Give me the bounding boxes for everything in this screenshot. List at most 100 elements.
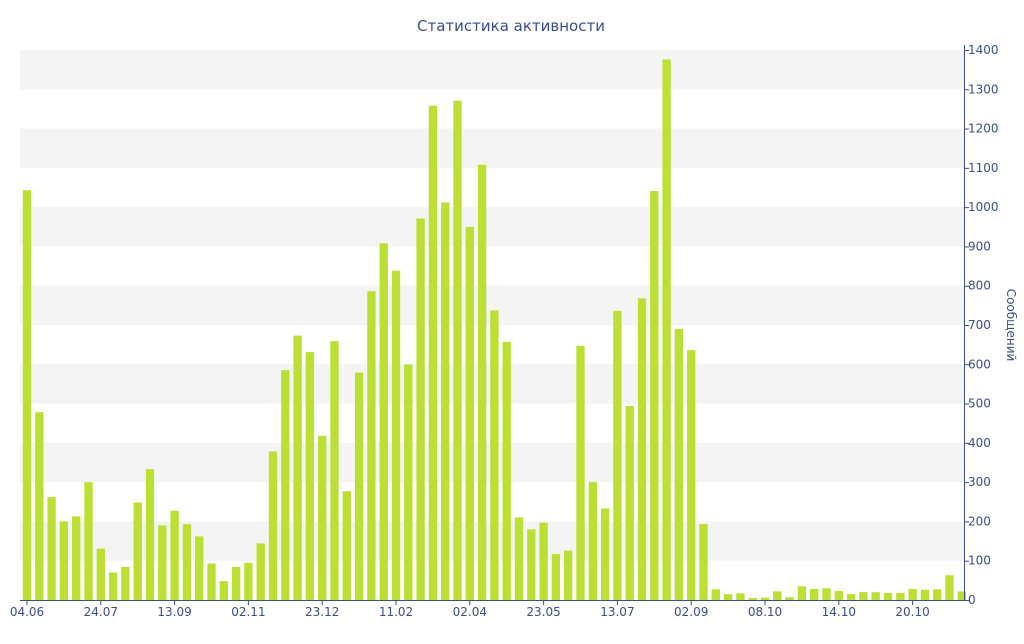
x-tick-label: 23.12 (305, 605, 339, 619)
y-tick-label: 100 (968, 554, 991, 568)
bar (650, 191, 659, 601)
y-tick-label: 800 (968, 279, 991, 293)
bar (293, 335, 302, 600)
bar (625, 405, 634, 600)
bar (195, 536, 204, 600)
grid-band (20, 207, 964, 247)
x-tick-label: 02.11 (231, 605, 265, 619)
bar (662, 59, 671, 600)
bar (502, 341, 511, 600)
bar (748, 598, 757, 600)
bar (588, 482, 597, 600)
bar (785, 597, 794, 600)
bar (379, 243, 388, 601)
bar (268, 451, 278, 600)
x-tick-label: 11.02 (379, 605, 413, 619)
y-tick-label: 1300 (968, 82, 999, 96)
bar (846, 594, 856, 600)
bar (490, 310, 499, 600)
bar (711, 589, 720, 600)
y-tick-label: 600 (968, 357, 991, 371)
y-tick-label: 1100 (968, 161, 999, 175)
bar (59, 521, 69, 600)
bar (207, 563, 216, 600)
bar (834, 590, 843, 600)
chart-title: Статистика активности (417, 17, 605, 35)
bar (453, 100, 462, 600)
bar (896, 592, 905, 600)
bar (281, 370, 290, 600)
bar (908, 589, 917, 600)
bar (342, 491, 351, 600)
bar (121, 567, 130, 600)
bar (477, 164, 487, 600)
bar (933, 589, 942, 600)
bar (441, 202, 450, 600)
x-tick-label: 13.07 (600, 605, 634, 619)
bar (318, 435, 327, 600)
bar (613, 310, 622, 600)
y-tick-label: 400 (968, 436, 991, 450)
bar (391, 270, 401, 600)
y-tick-label: 500 (968, 397, 991, 411)
bar (84, 482, 93, 600)
bar (96, 548, 105, 600)
bar (47, 497, 56, 600)
bar (72, 516, 81, 600)
bar (35, 412, 44, 600)
x-tick-label: 02.04 (453, 605, 487, 619)
bar (736, 593, 745, 600)
bar (723, 594, 733, 600)
bar (404, 364, 413, 600)
bar (133, 502, 142, 600)
grid-bands (20, 50, 964, 561)
bar (22, 190, 32, 600)
x-tick-label: 02.09 (674, 605, 708, 619)
x-tick-label: 24.07 (84, 605, 118, 619)
bar (551, 554, 561, 600)
bar (871, 592, 880, 600)
bar (416, 218, 425, 601)
bar (600, 508, 610, 600)
bar (514, 517, 524, 600)
grid-band (20, 128, 964, 168)
bar (822, 588, 831, 600)
bar (674, 328, 684, 600)
bar (170, 510, 179, 600)
bars (22, 59, 966, 601)
bar (859, 592, 868, 600)
bar (945, 575, 954, 600)
bar (699, 524, 708, 600)
bar (637, 298, 647, 600)
bar (527, 529, 536, 600)
bar (564, 550, 573, 600)
x-tick-label: 20.10 (895, 605, 929, 619)
bar (760, 597, 770, 600)
x-tick-label: 08.10 (748, 605, 782, 619)
bar (883, 592, 893, 600)
bar (305, 352, 315, 600)
y-tick-label: 1200 (968, 122, 999, 136)
bar (539, 522, 548, 600)
bar (576, 345, 585, 600)
y-tick-label: 200 (968, 514, 991, 528)
bar (920, 589, 930, 600)
grid-band (20, 50, 964, 90)
bar (354, 372, 364, 600)
bar (797, 586, 807, 600)
y-tick-label: 700 (968, 318, 991, 332)
bar (182, 524, 192, 600)
x-tick-label: 23.05 (526, 605, 560, 619)
y-tick-label: 300 (968, 475, 991, 489)
bar (256, 543, 265, 600)
y-tick-label: 900 (968, 239, 991, 253)
axes: 0 100 200 300 400 500 600 700 800 900 1000 1100 1200… (10, 43, 999, 619)
bar (773, 591, 782, 600)
y-tick-label: 1000 (968, 200, 999, 214)
bar (428, 105, 438, 601)
y-tick-label: 1400 (968, 43, 999, 57)
bar (219, 581, 228, 600)
x-tick-label: 13.09 (157, 605, 191, 619)
